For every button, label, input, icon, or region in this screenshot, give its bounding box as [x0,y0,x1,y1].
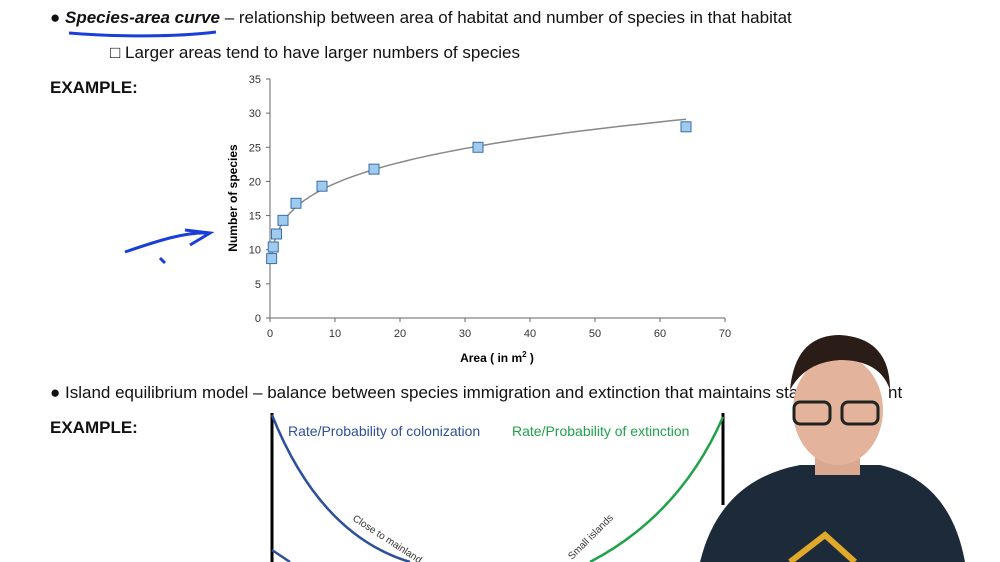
colonization-curve [270,414,411,562]
sub-bullet: □ Larger areas tend to have larger numbe… [110,43,521,62]
y-tick-label: 35 [249,74,261,86]
data-point [290,197,302,209]
example-label-1: EXAMPLE: [50,78,138,97]
data-point [277,214,289,226]
term-species-area: Species-area curve [65,8,220,27]
colonization-label: Rate/Probability of colonization [288,423,480,439]
data-point [680,121,692,133]
x-tick-label: 40 [524,328,536,340]
x-axis-label: Area ( in m2 ) [460,350,534,365]
y-tick-label: 20 [249,176,261,188]
presenter-webcam [700,335,965,562]
y-tick-label: 5 [255,279,261,291]
bullet2-tail: nt [888,383,903,402]
x-tick-label: 30 [459,328,471,340]
x-tick-label: 20 [394,328,406,340]
y-tick-label: 15 [249,211,261,223]
data-point [271,228,282,240]
example-label-2: EXAMPLE: [50,418,138,437]
y-tick-label: 30 [249,108,261,120]
trendline [270,118,687,257]
data-point [368,163,380,175]
x-tick-label: 60 [654,328,666,340]
extinction-curve [589,416,725,562]
y-tick-label: 10 [249,245,261,257]
small-label: Small islands [566,513,615,562]
x-tick-label: 0 [267,328,273,340]
data-point [266,253,278,265]
island-equilibrium-diagram: Rate/Probability of colonization Rate/Pr… [270,413,725,562]
extinction-label: Rate/Probability of extinction [512,423,689,439]
arrow-annotation [124,228,215,265]
blue-underline-annotation [68,30,217,38]
x-tick-label: 70 [719,328,731,340]
data-point [472,141,484,153]
definition: – relationship between area of habitat a… [220,8,792,27]
data-point [316,180,328,192]
y-tick-label: 0 [255,313,261,325]
bullet-island-equilibrium: ● Island equilibrium model – balance bet… [50,383,808,402]
x-tick-label: 10 [329,328,341,340]
y-tick-label: 25 [249,142,261,154]
y-axis-label: Number of species [226,144,240,252]
data-point [267,241,279,253]
species-area-chart: 0 10 20 30 40 50 60 70 0 5 10 15 20 25 30 35 Number of … [124,74,731,365]
bullet-species-area: ● Species-area curve – relationship betw… [50,8,792,27]
x-tick-label: 50 [589,328,601,340]
